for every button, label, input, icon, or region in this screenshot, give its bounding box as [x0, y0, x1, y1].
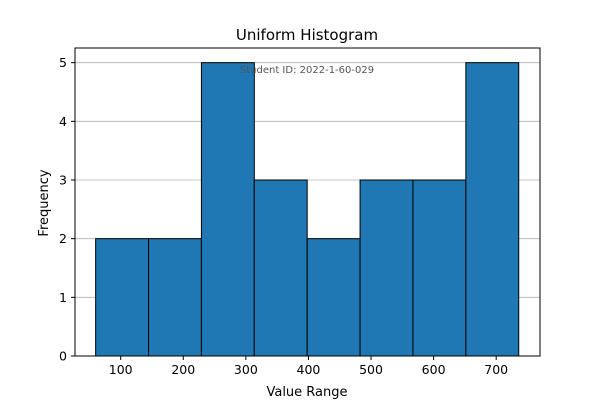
y-tick-label: 1: [59, 290, 67, 305]
y-axis-label: Frequency: [37, 169, 52, 236]
y-tick-label: 0: [59, 349, 67, 364]
histogram-bar: [148, 238, 202, 357]
x-tick-label: 400: [297, 362, 321, 377]
histogram-bar: [306, 238, 361, 357]
plot-frame: [74, 47, 541, 357]
y-tick-label: 3: [59, 173, 67, 188]
x-tick-label: 600: [422, 362, 446, 377]
x-axis-label: Value Range: [266, 385, 347, 400]
y-tick-label: 2: [59, 231, 67, 246]
x-tick-label: 500: [359, 362, 383, 377]
y-tick-label: 5: [59, 55, 67, 70]
histogram-bar: [465, 62, 520, 357]
y-axis-ticks: 0 1 2 3 4 5: [59, 55, 75, 364]
x-tick-label: 300: [234, 362, 258, 377]
x-axis-ticks: 100 200 300 400 500 600 700: [109, 356, 508, 377]
histogram-bar: [200, 62, 255, 357]
histogram-bar: [359, 179, 414, 357]
bars: [95, 62, 520, 357]
student-id-annotation: Student ID: 2022-1-60-029: [240, 65, 374, 76]
x-tick-label: 100: [109, 362, 133, 377]
histogram-bar: [412, 179, 467, 357]
x-tick-label: 200: [171, 362, 195, 377]
x-tick-label: 700: [484, 362, 508, 377]
y-tick-label: 4: [59, 114, 67, 129]
histogram-bar: [95, 238, 150, 357]
chart-title: Uniform Histogram: [236, 26, 378, 44]
histogram-bar: [253, 179, 308, 357]
